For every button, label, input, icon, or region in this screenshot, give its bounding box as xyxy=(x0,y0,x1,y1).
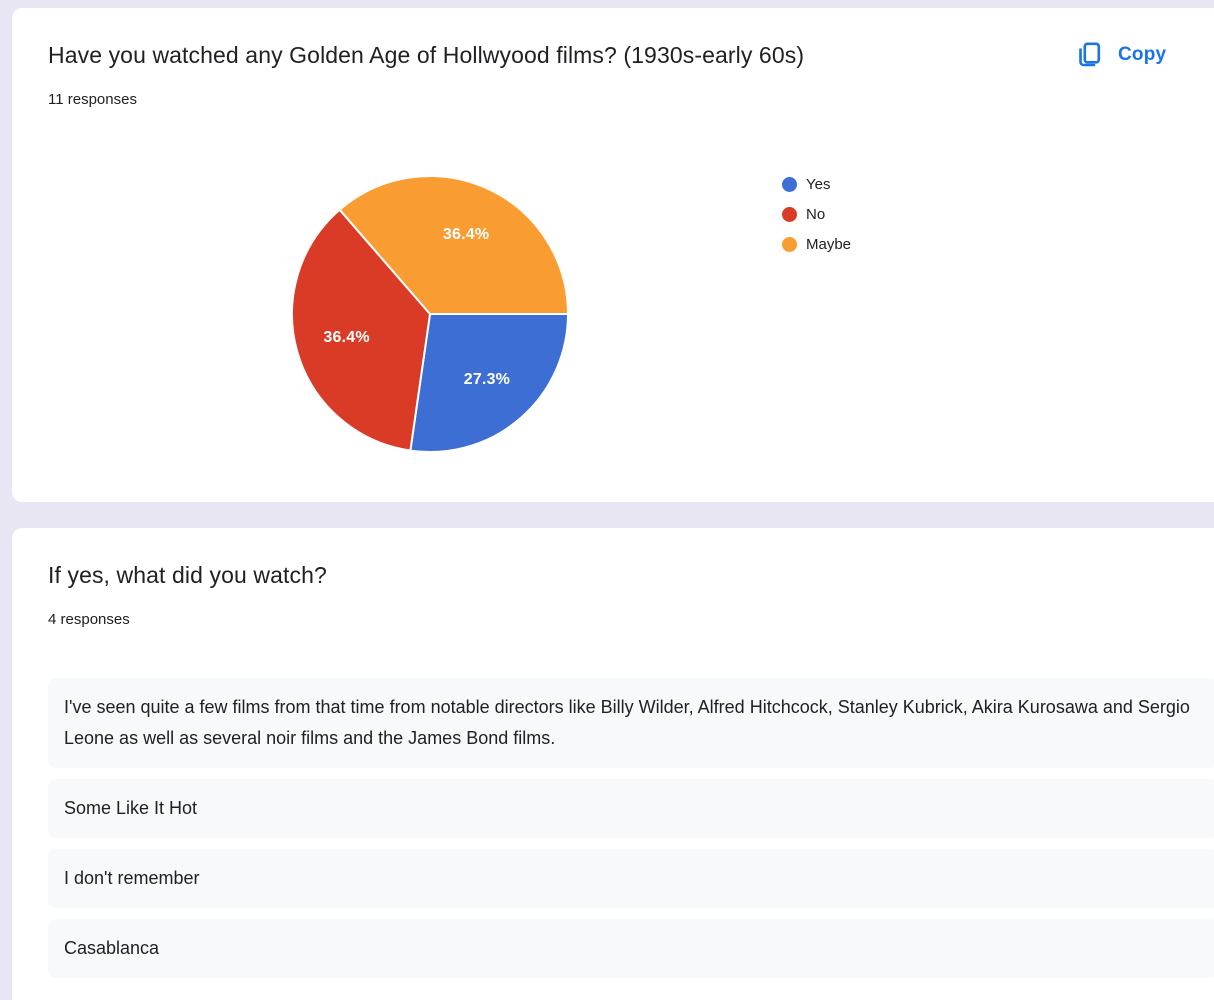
pie-slice-yes[interactable] xyxy=(409,313,569,454)
legend-dot-maybe xyxy=(782,236,797,252)
response-text: Some Like It Hot xyxy=(64,798,198,818)
copy-icon xyxy=(1074,40,1103,69)
copy-button[interactable]: Copy xyxy=(1070,36,1170,73)
question-card-text: If yes, what did you watch? 4 responses … xyxy=(12,528,1214,1000)
response-chip: Casablanca xyxy=(48,919,1214,978)
response-text: Casablanca xyxy=(64,938,160,958)
response-text: I don't remember xyxy=(64,868,200,888)
legend-item-no: No xyxy=(782,199,851,229)
legend-dot-yes xyxy=(782,176,797,192)
responses-count: 4 responses xyxy=(48,611,130,628)
question-card-pie: Have you watched any Golden Age of Hollw… xyxy=(12,8,1214,502)
legend-label-no: No xyxy=(806,205,826,223)
legend-item-maybe: Maybe xyxy=(782,229,851,259)
legend-item-yes: Yes xyxy=(782,169,851,199)
pie-legend: Yes No Maybe xyxy=(782,169,851,259)
response-chip: I've seen quite a few films from that ti… xyxy=(48,678,1214,768)
question-title: If yes, what did you watch? xyxy=(48,562,327,588)
responses-count: 11 responses xyxy=(48,91,137,108)
question-title: Have you watched any Golden Age of Hollw… xyxy=(48,42,805,68)
response-text: I've seen quite a few films from that ti… xyxy=(64,697,1190,748)
copy-button-label: Copy xyxy=(1118,43,1167,65)
response-chip: I don't remember xyxy=(48,849,1214,908)
response-chip: Some Like It Hot xyxy=(48,779,1214,838)
pie-slice-maybe[interactable] xyxy=(338,175,569,315)
legend-dot-no xyxy=(782,206,797,222)
pie-slice-no[interactable] xyxy=(291,208,431,452)
legend-label-maybe: Maybe xyxy=(806,235,852,253)
responses-list: I've seen quite a few films from that ti… xyxy=(48,678,1214,989)
pie-chart: 27.3% 36.4% 36.4% xyxy=(288,172,572,456)
legend-label-yes: Yes xyxy=(806,175,831,193)
